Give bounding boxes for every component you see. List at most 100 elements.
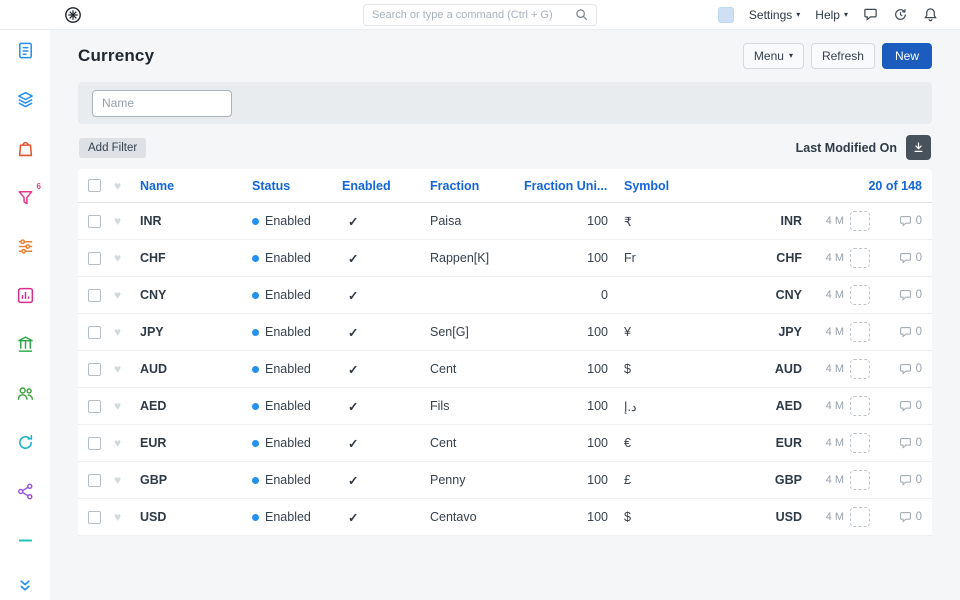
app-logo-icon[interactable] — [64, 6, 82, 24]
table-row[interactable]: ♥ AUD Enabled ✓ Cent 100 $ AUD 4 M — [78, 351, 932, 388]
history-icon[interactable] — [893, 7, 908, 22]
comment-icon — [899, 215, 912, 228]
fraction-units-cell: 100 — [587, 362, 608, 376]
shopping-bag-icon[interactable] — [15, 138, 35, 158]
table-row[interactable]: ♥ JPY Enabled ✓ Sen[G] 100 ¥ JPY 4 M — [78, 314, 932, 351]
assign-placeholder[interactable] — [850, 211, 870, 231]
table-row[interactable]: ♥ GBP Enabled ✓ Penny 100 £ GBP 4 M — [78, 462, 932, 499]
currency-name-link[interactable]: AED — [140, 399, 167, 413]
currency-name-link[interactable]: INR — [140, 214, 162, 228]
like-icon[interactable]: ♥ — [114, 399, 122, 413]
add-filter-button[interactable]: Add Filter — [79, 137, 147, 158]
currency-name-link[interactable]: USD — [140, 510, 167, 524]
table-row[interactable]: ♥ CHF Enabled ✓ Rappen[K] 100 Fr CHF 4 M — [78, 240, 932, 277]
global-search-input[interactable] — [372, 8, 575, 21]
column-status[interactable]: Status — [252, 178, 291, 193]
like-icon[interactable]: ♥ — [114, 510, 122, 524]
column-fraction-units[interactable]: Fraction Uni... — [524, 178, 608, 193]
fraction-cell: Sen[G] — [430, 325, 469, 339]
comment-count: 0 — [876, 363, 922, 376]
help-menu[interactable]: Help ▾ — [815, 8, 848, 22]
currency-name-link[interactable]: EUR — [140, 436, 167, 450]
assign-placeholder[interactable] — [850, 470, 870, 490]
chat-icon[interactable] — [863, 7, 878, 22]
row-checkbox[interactable] — [88, 251, 101, 265]
fraction-cell: Cent — [430, 362, 457, 376]
fraction-units-cell: 100 — [587, 251, 608, 265]
sort-direction-button[interactable] — [906, 135, 931, 160]
name-filter-input[interactable] — [92, 89, 232, 117]
settings-menu[interactable]: Settings ▾ — [749, 8, 800, 22]
sliders-icon[interactable] — [15, 236, 35, 256]
refresh-button[interactable]: Refresh — [810, 43, 875, 69]
new-button[interactable]: New — [881, 43, 932, 69]
row-checkbox[interactable] — [88, 325, 101, 339]
users-icon[interactable] — [15, 383, 35, 403]
column-fraction[interactable]: Fraction — [430, 178, 480, 193]
currency-name-link[interactable]: GBP — [140, 473, 168, 487]
building-icon[interactable] — [15, 334, 35, 354]
like-icon[interactable]: ♥ — [114, 362, 122, 376]
result-count[interactable]: 20 of 148 — [868, 178, 922, 193]
table-row[interactable]: ♥ CNY Enabled ✓ 0 CNY 4 M — [78, 277, 932, 314]
symbol-cell: د.إ — [624, 399, 637, 414]
like-icon[interactable]: ♥ — [114, 214, 122, 228]
status-label: Enabled — [265, 325, 311, 339]
assign-placeholder[interactable] — [850, 359, 870, 379]
fraction-units-cell: 100 — [587, 325, 608, 339]
assign-placeholder[interactable] — [850, 285, 870, 305]
currency-name-link[interactable]: CNY — [140, 288, 167, 302]
bell-icon[interactable] — [923, 7, 938, 22]
refresh-icon[interactable] — [15, 432, 35, 452]
select-all-checkbox[interactable] — [88, 179, 101, 192]
assign-placeholder[interactable] — [850, 433, 870, 453]
table-row[interactable]: ♥ INR Enabled ✓ Paisa 100 ₹ INR 4 M — [78, 203, 932, 240]
currency-name-link[interactable]: JPY — [140, 325, 164, 339]
caret-down-icon: ▾ — [843, 9, 848, 19]
fraction-cell: Fils — [430, 399, 450, 413]
like-icon[interactable]: ♥ — [114, 436, 122, 450]
row-checkbox[interactable] — [88, 399, 101, 413]
sort-descending-icon — [912, 141, 925, 154]
notes-icon[interactable] — [15, 40, 35, 60]
like-icon[interactable]: ♥ — [114, 473, 122, 487]
caret-down-icon: ▾ — [788, 51, 793, 60]
like-icon[interactable]: ♥ — [114, 251, 122, 265]
row-checkbox[interactable] — [88, 288, 101, 302]
layers-icon[interactable] — [15, 89, 35, 109]
column-enabled[interactable]: Enabled — [342, 178, 391, 193]
table-row[interactable]: ♥ AED Enabled ✓ Fils 100 د.إ AED 4 M — [78, 388, 932, 425]
table-row[interactable]: ♥ USD Enabled ✓ Centavo 100 $ USD 4 M — [78, 499, 932, 536]
comment-number: 0 — [915, 252, 922, 264]
row-checkbox[interactable] — [88, 510, 101, 524]
like-icon[interactable]: ♥ — [114, 288, 122, 302]
assign-placeholder[interactable] — [850, 322, 870, 342]
assign-placeholder[interactable] — [850, 507, 870, 527]
user-avatar[interactable] — [717, 6, 734, 23]
column-symbol[interactable]: Symbol — [624, 178, 670, 193]
modified-time: 4 M — [825, 252, 844, 264]
assign-placeholder[interactable] — [850, 396, 870, 416]
modified-time: 4 M — [825, 215, 844, 227]
table-row[interactable]: ♥ EUR Enabled ✓ Cent 100 € EUR 4 M — [78, 425, 932, 462]
currency-name-link[interactable]: CHF — [140, 251, 166, 265]
like-icon[interactable]: ♥ — [114, 325, 122, 339]
row-checkbox[interactable] — [88, 362, 101, 376]
collapse-sidebar-icon[interactable] — [18, 578, 33, 593]
funnel-icon[interactable]: 6 — [15, 182, 41, 207]
currency-name-link[interactable]: AUD — [140, 362, 168, 376]
bar-chart-icon[interactable] — [15, 285, 35, 305]
sort-field-label[interactable]: Last Modified On — [795, 140, 897, 155]
menu-button[interactable]: Menu ▾ — [742, 43, 804, 69]
network-icon[interactable] — [15, 481, 35, 501]
assign-placeholder[interactable] — [850, 248, 870, 268]
dash-icon[interactable] — [15, 530, 35, 550]
currency-code: AUD — [774, 362, 802, 376]
column-name[interactable]: Name — [140, 178, 175, 193]
enabled-check-icon: ✓ — [348, 473, 359, 488]
row-checkbox[interactable] — [88, 436, 101, 450]
liked-filter-icon[interactable]: ♥ — [114, 178, 122, 193]
search-icon[interactable] — [575, 8, 588, 21]
row-checkbox[interactable] — [88, 214, 101, 228]
row-checkbox[interactable] — [88, 473, 101, 487]
